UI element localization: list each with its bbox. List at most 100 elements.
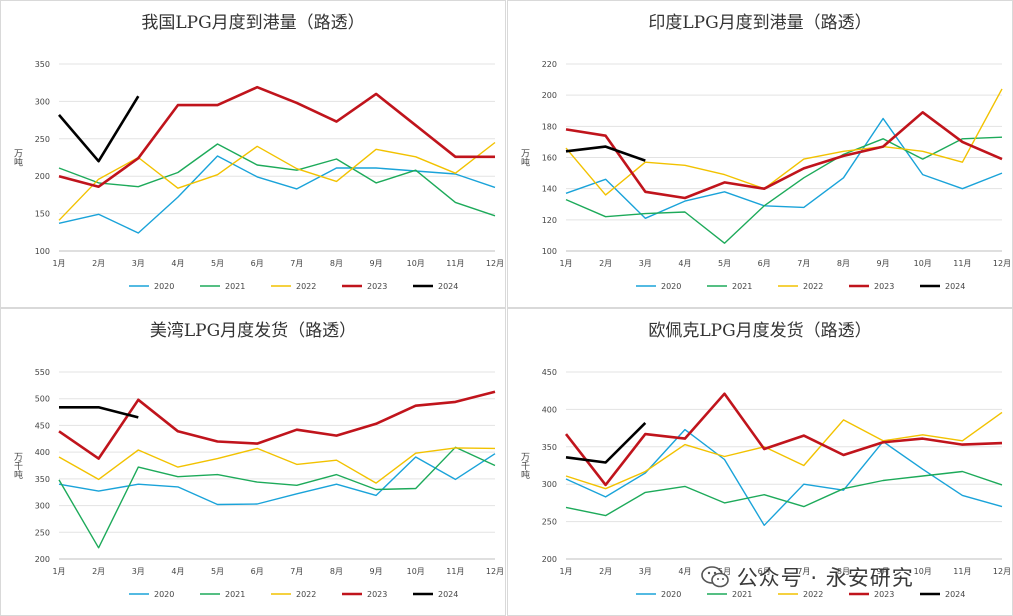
legend-label-2021: 2021	[225, 590, 245, 599]
y-tick-label: 250	[35, 135, 50, 144]
x-tick-label: 2月	[92, 259, 105, 268]
legend-label-2023: 2023	[367, 590, 387, 599]
chart-title: 美湾LPG月度发货（路透）	[150, 321, 356, 341]
x-tick-label: 4月	[678, 567, 691, 576]
series-line-2024	[59, 406, 139, 419]
y-tick-label: 400	[542, 405, 557, 414]
series-line-2020	[565, 117, 1003, 220]
watermark: 公众号 · 永安研究	[700, 562, 1000, 596]
wechat-icon	[701, 566, 729, 588]
series-line-2023	[564, 392, 1003, 487]
series-line-2021	[565, 136, 1003, 244]
legend-label-2020: 2020	[661, 282, 681, 291]
legend-label-2024: 2024	[945, 590, 965, 599]
x-tick-label: 4月	[171, 259, 184, 268]
chart-svg-china: 我国LPG月度到港量（路透） 100 150 200 250 300 350 1月 2月 3月 4月…	[12, 13, 504, 291]
y-axis-label: 万吨	[519, 149, 530, 167]
y-tick-label: 100	[35, 247, 50, 256]
x-tick-label: 8月	[837, 567, 850, 576]
watermark-text: 公众号 · 永安研究	[736, 566, 914, 590]
x-tick-label: 3月	[132, 259, 145, 268]
y-tick-label: 160	[542, 154, 557, 163]
x-tick-label: 2月	[599, 259, 612, 268]
x-tick-label: 9月	[370, 567, 383, 576]
x-tick-label: 11月	[953, 567, 971, 576]
x-tick-label: 2月	[92, 567, 105, 576]
x-tick-label: 8月	[330, 259, 343, 268]
series-line-2022	[58, 447, 496, 484]
chart-panel-india: 印度LPG月度到港量（路透） 100 120 140 160 180 200 220 1月 2月 3…	[507, 0, 1013, 308]
x-tick-label: 12月	[486, 259, 504, 268]
legend-label-2020: 2020	[154, 282, 174, 291]
legend-label-2024: 2024	[438, 590, 458, 599]
legend-label-2023: 2023	[874, 590, 894, 599]
x-tick-label: 1月	[52, 259, 65, 268]
y-tick-label: 140	[542, 185, 557, 194]
x-tick-label: 6月	[758, 259, 771, 268]
legend-label-2021: 2021	[225, 282, 245, 291]
series-line-2023	[58, 85, 495, 188]
x-tick-label: 1月	[559, 259, 572, 268]
y-tick-label: 150	[35, 210, 50, 219]
series-line-2021	[58, 446, 496, 549]
x-tick-label: 4月	[678, 259, 691, 268]
y-axis-label: 万千吨	[519, 452, 530, 479]
series-line-2023	[565, 111, 1003, 200]
x-tick-label: 5月	[211, 567, 224, 576]
y-tick-label: 120	[542, 216, 557, 225]
legend-label-2020: 2020	[154, 590, 174, 599]
legend-label-2022: 2022	[296, 282, 316, 291]
chart-panel-china: 我国LPG月度到港量（路透） 100 150 200 250 300 350 1月 2月 3月 4月…	[0, 0, 506, 308]
x-tick-label: 9月	[877, 567, 890, 576]
legend-label-2022: 2022	[803, 590, 823, 599]
y-tick-label: 450	[35, 421, 50, 430]
x-tick-label: 8月	[837, 259, 850, 268]
x-tick-label: 5月	[718, 567, 731, 576]
x-tick-label: 12月	[993, 259, 1011, 268]
series-line-2024	[565, 421, 647, 464]
y-tick-label: 180	[542, 122, 557, 131]
chart-svg-us-gulf: 美湾LPG月度发货（路透） 200 250 300 350 400 450 500 550 1月 2…	[12, 321, 504, 599]
x-tick-label: 5月	[718, 259, 731, 268]
chart-panel-us-gulf: 美湾LPG月度发货（路透） 200 250 300 350 400 450 500 550 1月 2…	[0, 308, 506, 616]
legend-label-2021: 2021	[732, 590, 752, 599]
y-tick-label: 300	[35, 502, 50, 511]
y-tick-label: 250	[542, 518, 557, 527]
series-line-2024	[565, 145, 646, 162]
legend-label-2023: 2023	[367, 282, 387, 291]
x-tick-label: 3月	[639, 567, 652, 576]
x-tick-label: 6月	[251, 259, 264, 268]
legend-label-2024: 2024	[438, 282, 458, 291]
x-tick-label: 9月	[370, 259, 383, 268]
y-tick-label: 300	[35, 97, 50, 106]
legend-label-2022: 2022	[803, 282, 823, 291]
series-line-2020	[58, 155, 496, 234]
y-tick-label: 250	[35, 528, 50, 537]
y-tick-label: 350	[542, 443, 557, 452]
chart-title: 我国LPG月度到港量（路透）	[141, 13, 364, 33]
series-line-2021	[58, 143, 496, 217]
y-tick-label: 220	[542, 60, 557, 69]
series-line-2020	[565, 428, 1003, 527]
series-line-2020	[58, 453, 496, 506]
chart-title: 欧佩克LPG月度发货（路透）	[648, 321, 871, 341]
x-tick-label: 7月	[290, 567, 303, 576]
y-tick-label: 500	[35, 395, 50, 404]
legend-label-2024: 2024	[945, 282, 965, 291]
x-tick-label: 2月	[599, 567, 612, 576]
y-tick-label: 200	[542, 91, 557, 100]
x-tick-label: 1月	[52, 567, 65, 576]
legend-label-2021: 2021	[732, 282, 752, 291]
y-tick-label: 350	[35, 475, 50, 484]
x-tick-label: 4月	[171, 567, 184, 576]
chart-svg-opec: 欧佩克LPG月度发货（路透） 200 250 300 350 400 450 1月 2月 3月 4月…	[519, 321, 1011, 599]
legend-label-2022: 2022	[296, 590, 316, 599]
chart-svg-india: 印度LPG月度到港量（路透） 100 120 140 160 180 200 220 1月 2月 3…	[519, 13, 1011, 291]
x-tick-label: 6月	[251, 567, 264, 576]
x-tick-label: 12月	[486, 567, 504, 576]
x-tick-label: 7月	[290, 259, 303, 268]
y-tick-label: 200	[542, 555, 557, 564]
y-tick-label: 400	[35, 448, 50, 457]
y-tick-label: 200	[35, 555, 50, 564]
legend-label-2023: 2023	[874, 282, 894, 291]
